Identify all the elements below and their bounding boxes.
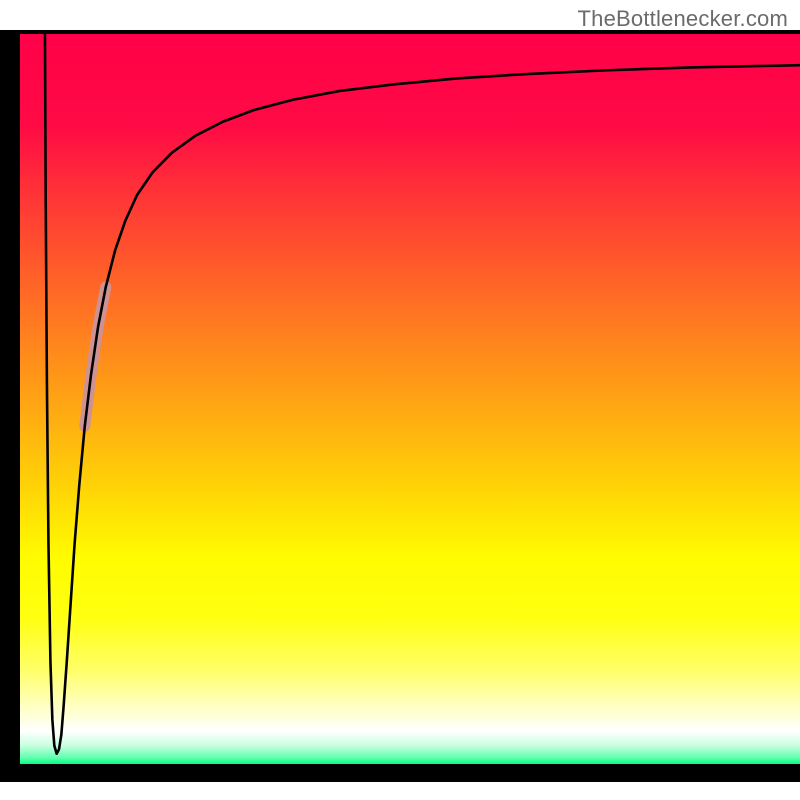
plot-background xyxy=(20,30,800,764)
chart-svg xyxy=(0,0,800,800)
bottleneck-chart: TheBottlenecker.com xyxy=(0,0,800,800)
frame-bottom xyxy=(0,764,800,782)
watermark-label: TheBottlenecker.com xyxy=(578,6,788,32)
frame-left xyxy=(0,30,20,782)
